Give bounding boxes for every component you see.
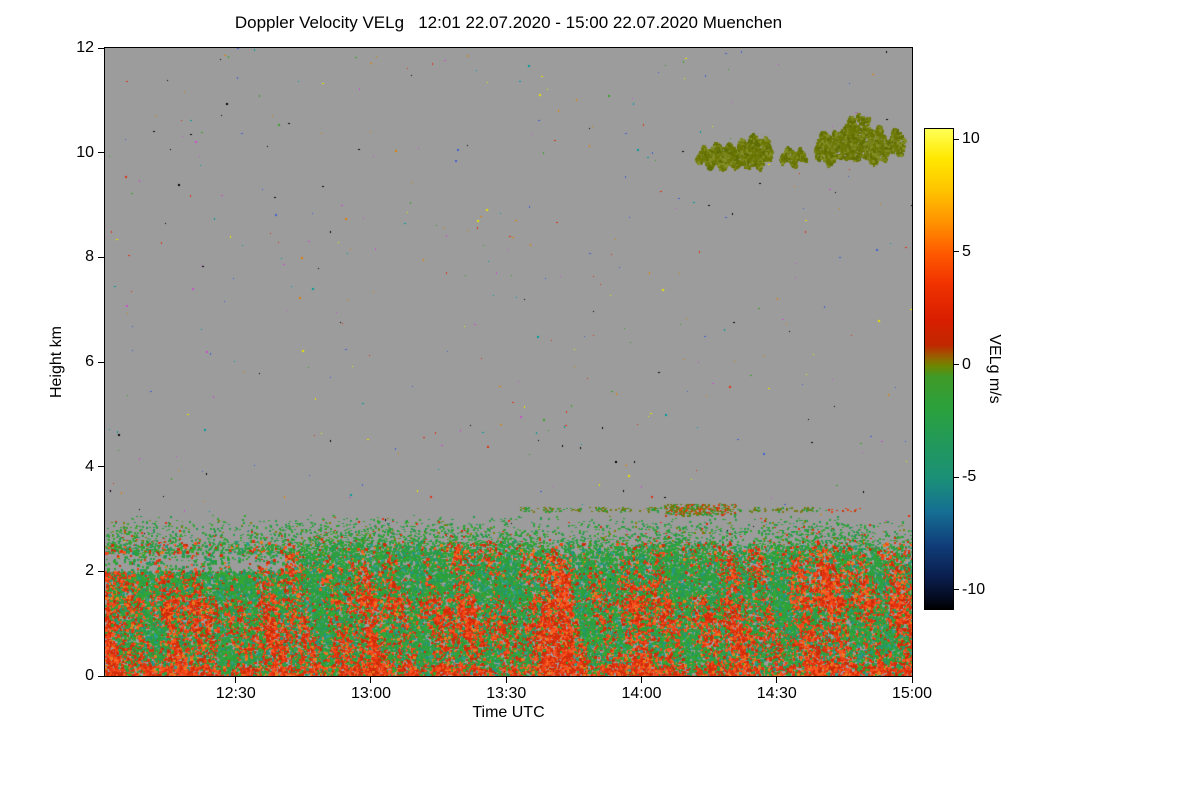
colorbar-tick <box>954 251 959 253</box>
x-axis-title: Time UTC <box>472 704 545 721</box>
y-axis-tick <box>98 361 104 363</box>
colorbar-title: VELg m/s <box>986 334 1003 404</box>
colorbar-tick <box>954 364 959 366</box>
y-tick-label: 12 <box>76 39 94 56</box>
y-axis-tick <box>98 466 104 468</box>
x-tick-label: 13:00 <box>350 685 392 702</box>
x-axis-tick <box>911 677 913 683</box>
y-tick-label: 6 <box>85 353 94 370</box>
colorbar-tick-label: 0 <box>962 355 971 373</box>
colorbar-tick <box>954 138 959 140</box>
x-axis-tick <box>776 677 778 683</box>
y-tick-label: 0 <box>85 667 94 684</box>
y-axis-tick <box>98 570 104 572</box>
x-axis-tick <box>235 677 237 683</box>
x-tick-label: 15:00 <box>891 685 933 702</box>
x-tick-label: 14:00 <box>621 685 662 702</box>
y-tick-label: 10 <box>76 143 94 161</box>
velocity-heatmap-canvas <box>105 48 912 676</box>
y-axis-tick <box>98 256 104 258</box>
x-axis-tick <box>370 677 372 683</box>
y-tick-label: 4 <box>85 457 94 475</box>
y-axis-tick <box>98 152 104 154</box>
colorbar-tick <box>954 589 959 591</box>
x-tick-label: 13:30 <box>486 685 527 702</box>
colorbar-tick-label: -10 <box>962 580 986 598</box>
colorbar-tick <box>954 476 959 478</box>
colorbar-tick-label: 5 <box>962 242 971 260</box>
x-tick-label: 12:30 <box>215 685 256 702</box>
x-tick-label: 14:30 <box>756 685 797 702</box>
colorbar <box>924 128 954 610</box>
x-axis-tick <box>640 677 642 683</box>
y-axis-tick <box>98 675 104 677</box>
x-axis-tick <box>505 677 507 683</box>
colorbar-gradient <box>925 129 953 609</box>
y-tick-label: 8 <box>85 248 94 266</box>
chart-title: Doppler Velocity VELg 12:01 22.07.2020 -… <box>234 13 783 32</box>
colorbar-tick-label: 10 <box>962 130 980 148</box>
y-tick-label: 2 <box>85 562 94 580</box>
y-axis-tick <box>98 47 104 49</box>
colorbar-tick-label: -5 <box>962 468 977 486</box>
